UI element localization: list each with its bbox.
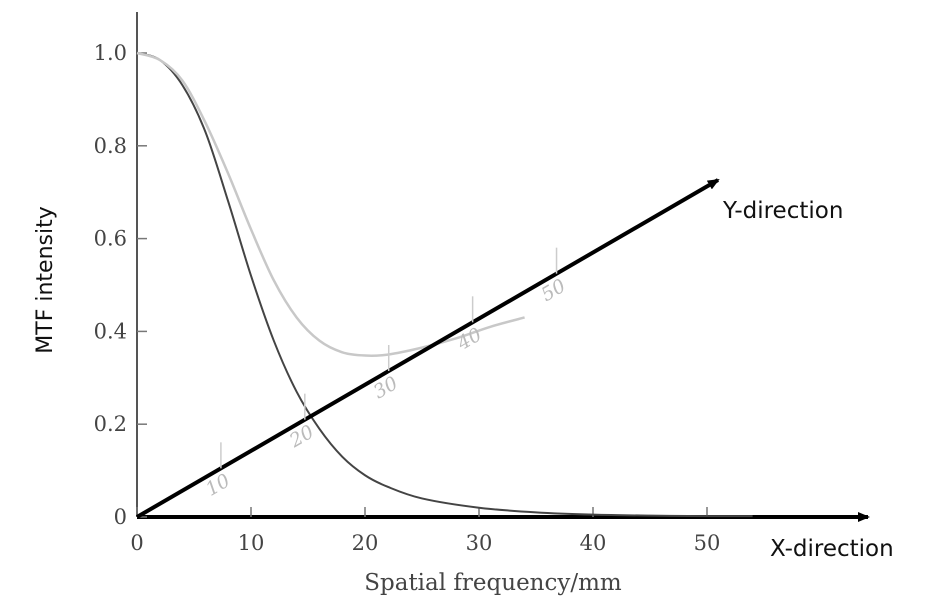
axes: 0 0.2 0.4 0.6 0.8 1.0 0 10 20 30 40 50 bbox=[94, 12, 870, 555]
y-tick-label: 0 bbox=[114, 505, 127, 529]
x-tick-label: 30 bbox=[466, 531, 493, 555]
series-line-1 bbox=[136, 52, 753, 518]
chart-labels: Spatial frequency/mm MTF intensity X-dir… bbox=[33, 198, 894, 596]
x-axis-label: Spatial frequency/mm bbox=[364, 570, 622, 596]
y-direction-label: Y-direction bbox=[722, 198, 843, 224]
y-direction-tick-label: 50 bbox=[538, 275, 570, 306]
x-tick-label: 40 bbox=[580, 531, 607, 555]
x-tick-label: 50 bbox=[694, 531, 721, 555]
y-tick-label: 1.0 bbox=[94, 41, 127, 65]
series-lines bbox=[136, 51, 753, 518]
x-tick-label: 0 bbox=[130, 531, 143, 555]
y-tick-label: 0.8 bbox=[94, 134, 127, 158]
y-axis-label: MTF intensity bbox=[33, 206, 58, 353]
y-tick-label: 0.2 bbox=[94, 412, 127, 436]
y-tick-label: 0.4 bbox=[94, 319, 127, 343]
y-direction-axis-group: 10 20 30 40 50 bbox=[135, 178, 720, 519]
series-line-2 bbox=[136, 51, 525, 357]
x-direction-label: X-direction bbox=[770, 536, 894, 562]
y-direction-tick-label: 20 bbox=[285, 421, 318, 453]
y-tick-label: 0.6 bbox=[94, 227, 127, 251]
x-tick-label: 10 bbox=[238, 531, 265, 555]
y-direction-tick-label: 30 bbox=[370, 372, 402, 403]
y-direction-tick-label: 40 bbox=[453, 324, 486, 356]
y-direction-arrow bbox=[135, 178, 720, 519]
y-direction-tick-label: 10 bbox=[202, 470, 234, 501]
x-tick-label: 20 bbox=[352, 531, 379, 555]
